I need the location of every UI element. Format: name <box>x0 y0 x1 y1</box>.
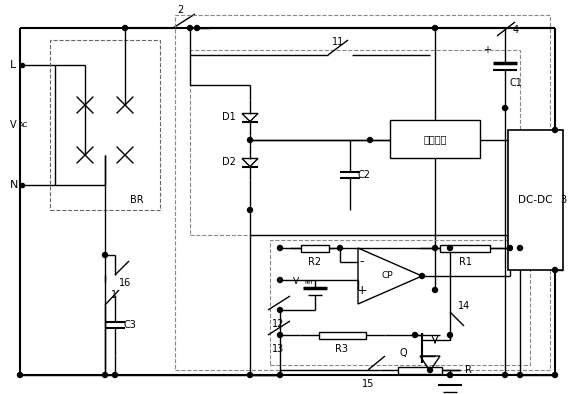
Text: C1: C1 <box>510 78 523 88</box>
Circle shape <box>247 138 253 143</box>
Bar <box>301 245 329 251</box>
Bar <box>175 15 550 370</box>
Text: L: L <box>10 60 16 70</box>
Circle shape <box>102 372 108 377</box>
Circle shape <box>247 372 253 377</box>
Circle shape <box>247 208 253 212</box>
Bar <box>398 366 442 374</box>
Text: Q: Q <box>400 348 408 358</box>
Circle shape <box>112 372 118 377</box>
Circle shape <box>552 372 558 377</box>
Text: 降压限压: 降压限压 <box>424 134 447 144</box>
Circle shape <box>448 333 453 338</box>
Text: 11: 11 <box>332 37 344 47</box>
Circle shape <box>18 372 22 377</box>
Circle shape <box>432 26 438 30</box>
Text: +: + <box>483 45 491 55</box>
Circle shape <box>432 288 438 292</box>
Text: ref: ref <box>304 279 312 284</box>
Text: CP: CP <box>382 271 394 281</box>
Circle shape <box>194 26 199 30</box>
Circle shape <box>102 253 108 258</box>
Circle shape <box>338 245 342 251</box>
Text: 4: 4 <box>513 25 519 35</box>
Circle shape <box>518 245 522 251</box>
Circle shape <box>503 106 508 110</box>
Text: 2: 2 <box>177 5 183 15</box>
Text: 16: 16 <box>119 278 131 288</box>
Text: R1: R1 <box>459 257 472 267</box>
Circle shape <box>428 368 432 372</box>
Circle shape <box>412 333 418 338</box>
Text: AC: AC <box>19 122 29 128</box>
Bar <box>270 240 530 365</box>
Circle shape <box>367 138 373 143</box>
Bar <box>390 120 480 158</box>
Circle shape <box>552 128 558 132</box>
Bar <box>440 245 490 251</box>
Bar <box>319 331 366 338</box>
Text: R3: R3 <box>336 344 349 354</box>
Circle shape <box>552 268 558 273</box>
Circle shape <box>277 307 283 312</box>
Bar <box>508 130 563 270</box>
Text: 1: 1 <box>111 290 117 300</box>
Circle shape <box>419 273 425 279</box>
Circle shape <box>448 372 453 377</box>
Text: C2: C2 <box>358 170 371 180</box>
Circle shape <box>518 372 522 377</box>
Text: DC-DC: DC-DC <box>518 195 553 205</box>
Text: V: V <box>293 277 299 286</box>
Text: D1: D1 <box>222 112 236 122</box>
Text: R: R <box>465 365 472 375</box>
Circle shape <box>508 245 512 251</box>
Text: 14: 14 <box>458 301 470 311</box>
Circle shape <box>503 372 508 377</box>
Circle shape <box>122 26 128 30</box>
Bar <box>190 50 520 235</box>
Circle shape <box>448 245 453 251</box>
Text: -: - <box>360 255 364 268</box>
Text: BR: BR <box>130 195 144 205</box>
Text: 15: 15 <box>362 379 374 389</box>
Text: +: + <box>357 284 367 297</box>
Bar <box>50 40 160 210</box>
Circle shape <box>432 245 438 251</box>
Text: D2: D2 <box>222 157 236 167</box>
Circle shape <box>188 26 192 30</box>
Text: C3: C3 <box>123 320 136 330</box>
Text: R2: R2 <box>308 257 322 267</box>
Text: 13: 13 <box>272 344 284 354</box>
Text: N: N <box>10 180 18 190</box>
Text: 12: 12 <box>272 319 284 329</box>
Circle shape <box>277 277 283 282</box>
Text: 3: 3 <box>560 195 566 205</box>
Circle shape <box>277 333 283 338</box>
Circle shape <box>277 245 283 251</box>
Circle shape <box>277 372 283 377</box>
Text: V: V <box>10 120 16 130</box>
